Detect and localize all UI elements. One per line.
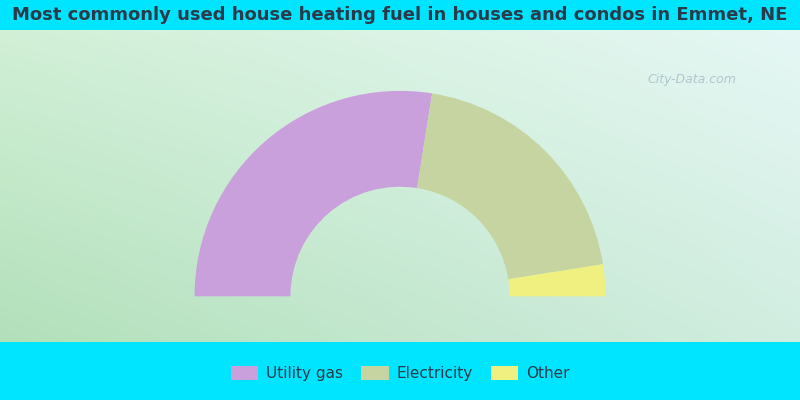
Wedge shape xyxy=(417,94,603,279)
Legend: Utility gas, Electricity, Other: Utility gas, Electricity, Other xyxy=(225,360,575,388)
Text: City-Data.com: City-Data.com xyxy=(647,74,737,86)
Wedge shape xyxy=(194,91,432,296)
Text: Most commonly used house heating fuel in houses and condos in Emmet, NE: Most commonly used house heating fuel in… xyxy=(12,6,788,24)
Wedge shape xyxy=(508,264,606,296)
